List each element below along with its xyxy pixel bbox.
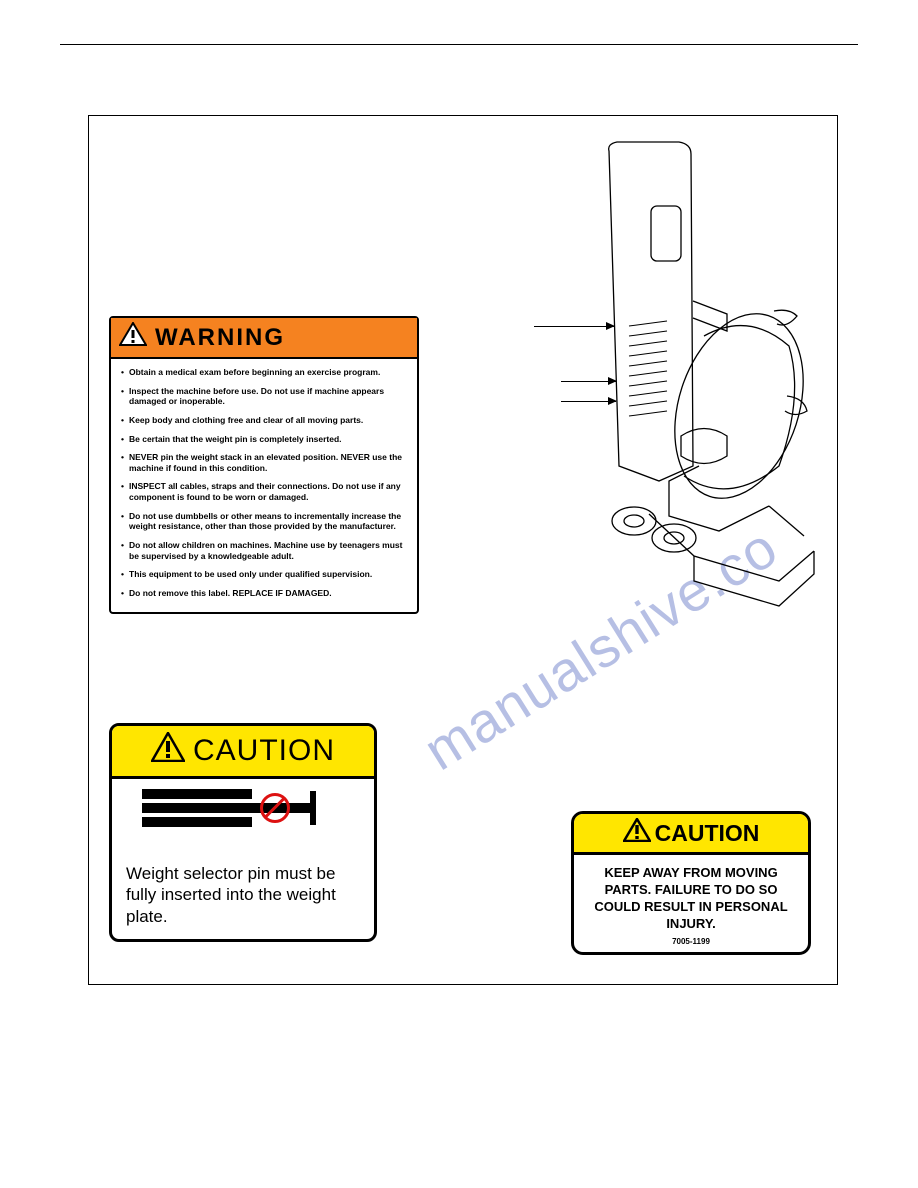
- no-symbol-icon: [260, 793, 290, 823]
- warning-title: WARNING: [155, 324, 285, 352]
- arrow-1: [534, 326, 614, 327]
- arrow-2: [561, 381, 616, 382]
- arrow-3: [561, 401, 616, 402]
- warning-item: Do not remove this label. REPLACE IF DAM…: [121, 588, 407, 599]
- warning-item: INSPECT all cables, straps and their con…: [121, 481, 407, 502]
- warning-label: WARNING Obtain a medical exam before beg…: [109, 316, 419, 614]
- caution-triangle-icon: [623, 818, 651, 848]
- header-rule: [60, 44, 858, 45]
- warning-item: Do not use dumbbells or other means to i…: [121, 511, 407, 532]
- warning-body: Obtain a medical exam before beginning a…: [111, 359, 417, 612]
- caution-moving-label: CAUTION KEEP AWAY FROM MOVING PARTS. FAI…: [571, 811, 811, 955]
- content-frame: manualshive.co: [88, 115, 838, 985]
- warning-item: NEVER pin the weight stack in an elevate…: [121, 452, 407, 473]
- warning-item: Keep body and clothing free and clear of…: [121, 415, 407, 426]
- warning-item: This equipment to be used only under qua…: [121, 569, 407, 580]
- machine-svg: [469, 136, 819, 636]
- warning-item: Obtain a medical exam before beginning a…: [121, 367, 407, 378]
- caution-moving-header: CAUTION: [574, 814, 808, 855]
- caution-pin-header: CAUTION: [112, 726, 374, 779]
- caution-pin-title: CAUTION: [193, 734, 335, 768]
- caution-moving-text: KEEP AWAY FROM MOVING PARTS. FAILURE TO …: [574, 855, 808, 937]
- caution-moving-title: CAUTION: [655, 820, 760, 847]
- caution-pin-label: CAUTION Weight selector pin must be full…: [109, 723, 377, 942]
- warning-header: WARNING: [111, 318, 417, 359]
- caution-pin-text: Weight selector pin must be fully insert…: [112, 859, 374, 939]
- warning-item: Do not allow children on machines. Machi…: [121, 540, 407, 561]
- machine-illustration: [469, 136, 819, 636]
- caution-moving-code: 7005-1199: [574, 937, 808, 952]
- caution-pin-graphic: [112, 779, 374, 859]
- warning-item: Inspect the machine before use. Do not u…: [121, 386, 407, 407]
- warning-triangle-icon: [119, 322, 147, 353]
- caution-triangle-icon: [151, 732, 185, 770]
- warning-item: Be certain that the weight pin is comple…: [121, 434, 407, 445]
